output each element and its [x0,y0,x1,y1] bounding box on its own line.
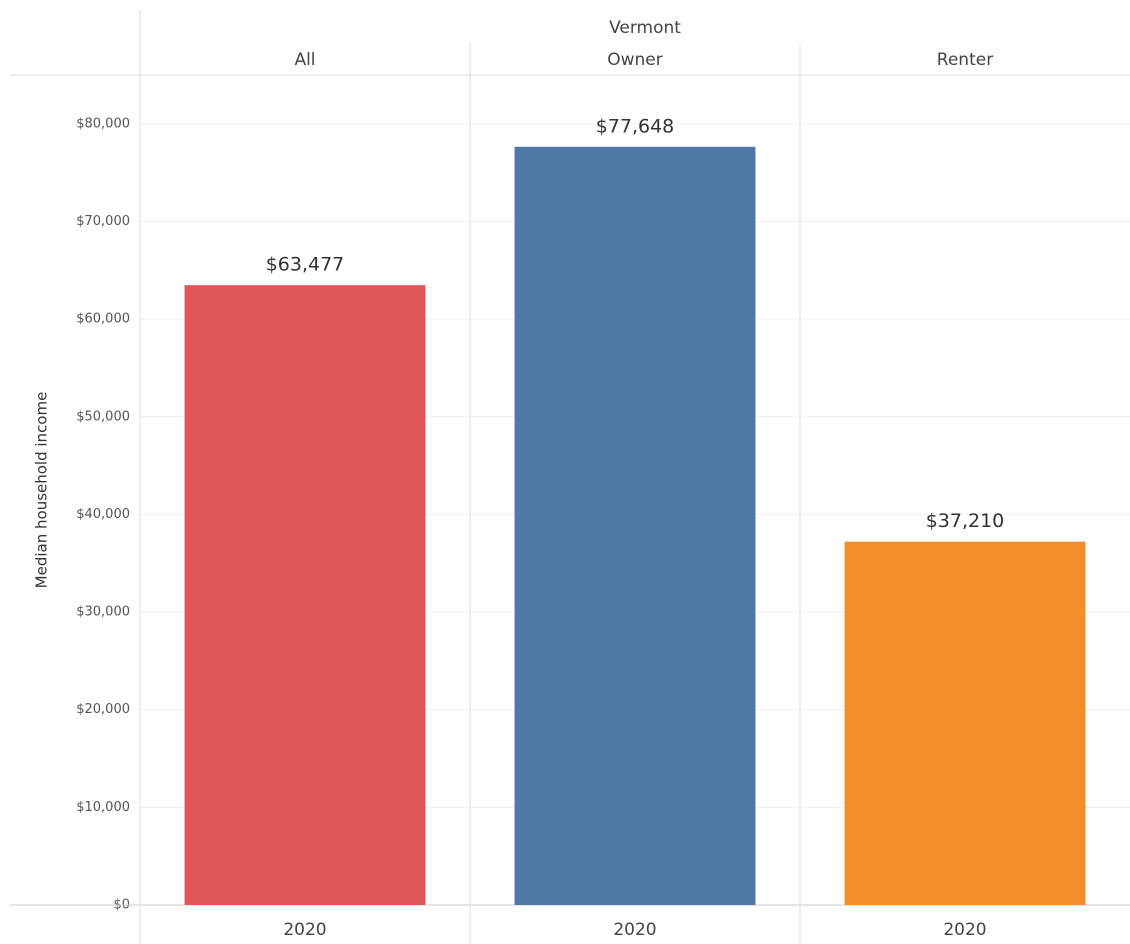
panel-header: Owner [607,50,663,70]
x-tick-label: 2020 [613,920,656,940]
y-axis-title: Median household income [33,392,51,589]
chart-title: Vermont [609,18,681,38]
y-tick-label: $10,000 [76,800,130,815]
y-tick-label: $30,000 [76,605,130,620]
y-tick-label: $70,000 [76,214,130,229]
bar [184,285,426,905]
y-tick-label: $40,000 [76,507,130,522]
panel-header: Renter [937,50,993,70]
bar [514,146,756,906]
panel-header: All [294,50,315,70]
x-tick-label: 2020 [943,920,986,940]
bar [844,541,1086,905]
y-tick-label: $80,000 [76,116,130,131]
y-tick-label: $50,000 [76,409,130,424]
y-tick-label: $60,000 [76,312,130,327]
value-label: $63,477 [266,254,345,276]
value-label: $37,210 [926,510,1005,532]
y-tick-label: $20,000 [76,702,130,717]
value-label: $77,648 [596,115,675,137]
x-tick-label: 2020 [283,920,326,940]
